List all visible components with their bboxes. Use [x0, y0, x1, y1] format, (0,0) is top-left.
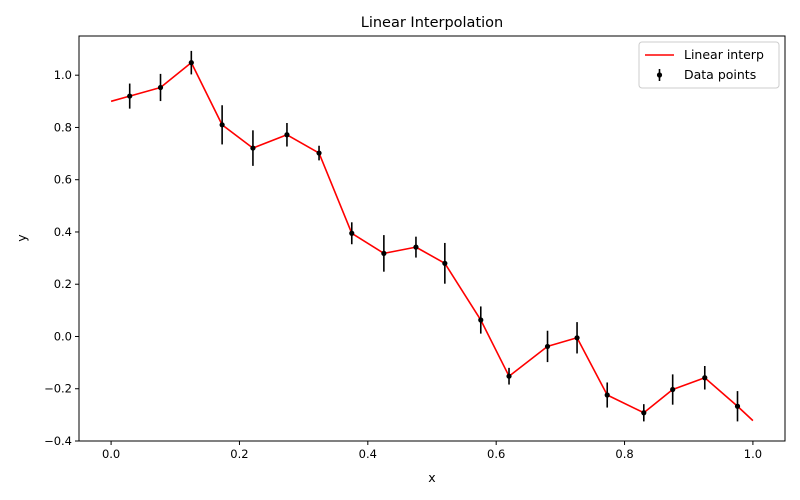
- x-tick-label: 0.4: [359, 447, 377, 461]
- interp-line: [110, 61, 754, 422]
- data-point: [250, 145, 256, 151]
- data-point: [702, 375, 708, 381]
- x-axis-label: x: [428, 470, 435, 485]
- data-point: [670, 386, 676, 393]
- data-point: [506, 373, 512, 379]
- y-tick-label: 0.2: [54, 277, 72, 291]
- data-point: [478, 317, 484, 323]
- plot-frame: [78, 35, 786, 442]
- x-tick-label: 0.2: [230, 447, 248, 461]
- data-point: [127, 93, 133, 99]
- y-axis: −0.4 −0.2 0.0 0.2 0.4 0.6 0.8 1.0: [44, 68, 79, 448]
- x-tick-label: 0.0: [102, 447, 120, 461]
- data-point: [219, 122, 225, 128]
- legend-label-points: Data points: [684, 67, 756, 82]
- data-point: [734, 403, 741, 409]
- y-tick-label: 0.8: [54, 120, 72, 134]
- data-point: [641, 410, 647, 416]
- x-axis: 0.0 0.2 0.4 0.6 0.8 1.0: [102, 441, 762, 461]
- y-tick-label: −0.4: [44, 434, 72, 448]
- legend-label-interp: Linear interp: [684, 47, 764, 62]
- data-point: [349, 230, 355, 236]
- data-point: [316, 150, 322, 156]
- y-axis-label: y: [14, 234, 29, 242]
- x-tick-label: 1.0: [744, 447, 762, 461]
- data-point: [544, 343, 551, 350]
- chart-title: Linear Interpolation: [361, 15, 503, 31]
- data-point: [604, 392, 610, 398]
- plot-area: [110, 50, 754, 422]
- data-point: [574, 335, 580, 341]
- legend-point-swatch: [656, 72, 663, 78]
- data-point: [442, 260, 448, 266]
- data-point: [381, 250, 387, 256]
- y-tick-label: 0.6: [54, 173, 72, 187]
- y-tick-label: 0.0: [54, 329, 72, 343]
- data-point: [413, 244, 419, 250]
- x-tick-label: 0.6: [487, 447, 505, 461]
- x-tick-label: 0.8: [615, 447, 633, 461]
- data-point: [157, 84, 164, 91]
- y-tick-label: 0.4: [54, 225, 72, 239]
- legend-box: [638, 41, 780, 89]
- data-point: [188, 60, 194, 66]
- data-point: [284, 132, 290, 138]
- y-tick-label: 1.0: [54, 68, 72, 82]
- y-tick-label: −0.2: [44, 382, 72, 396]
- legend: Linear interp Data points: [638, 41, 780, 89]
